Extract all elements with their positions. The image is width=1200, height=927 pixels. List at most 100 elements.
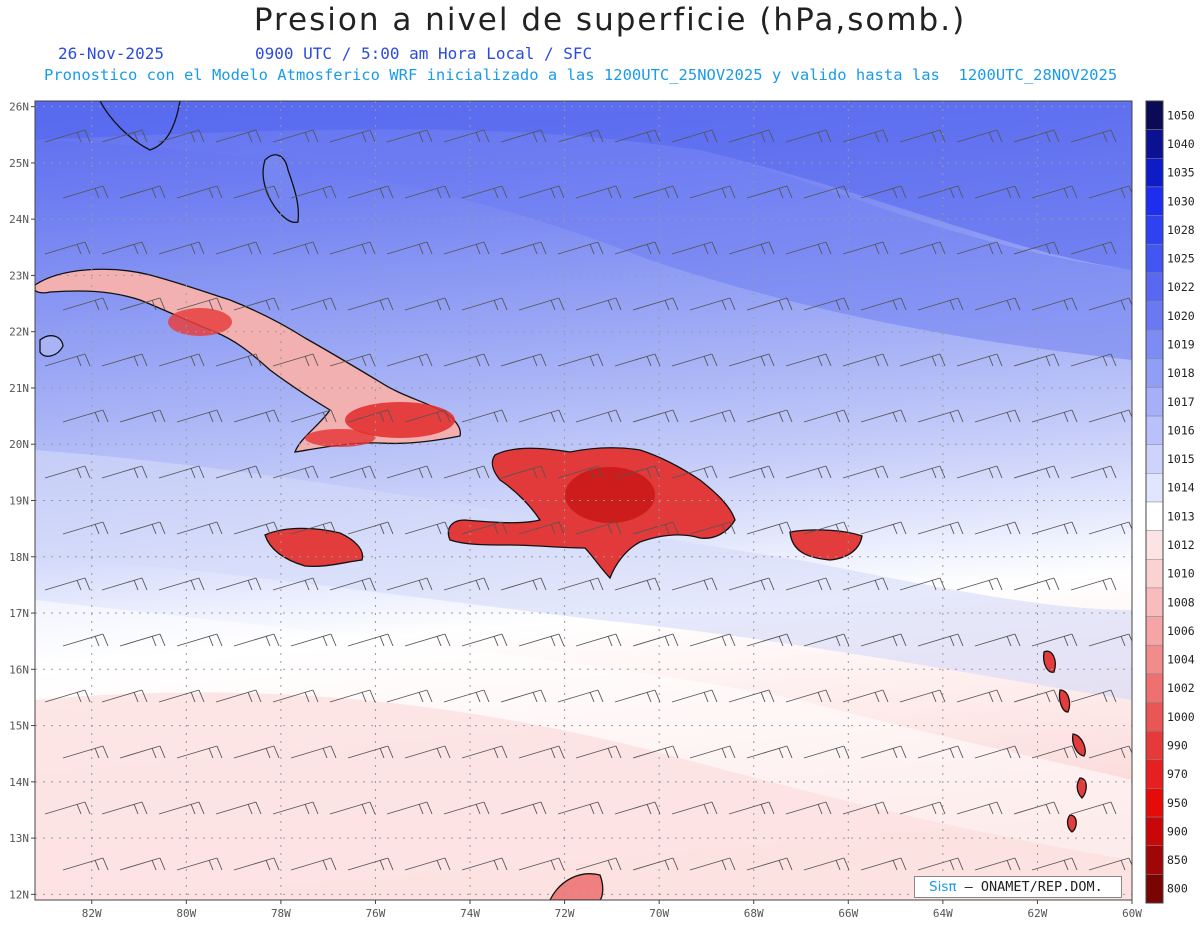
- colorbar-label-1022: 1022: [1167, 280, 1195, 294]
- colorbar-label-990: 990: [1167, 738, 1188, 752]
- wind-barb: [215, 241, 262, 255]
- wind-barb: [176, 633, 223, 647]
- wind-barb: [404, 297, 451, 311]
- wind-barb: [461, 857, 508, 871]
- wind-barb: [1013, 801, 1060, 815]
- wind-barb: [44, 241, 91, 255]
- wind-barb: [557, 689, 604, 703]
- colorbar-label-1006: 1006: [1167, 624, 1195, 638]
- wind-barb: [386, 801, 433, 815]
- wind-barb: [386, 241, 433, 255]
- wind-barb: [557, 241, 604, 255]
- colorbar-label-1002: 1002: [1167, 681, 1195, 695]
- wind-barb: [347, 521, 394, 535]
- wind-barb: [899, 353, 946, 367]
- lon-label-78W: 78W: [271, 907, 291, 920]
- wind-barb: [329, 353, 376, 367]
- wind-barb: [899, 465, 946, 479]
- wind-barb: [1070, 129, 1117, 143]
- wind-barb: [974, 297, 1021, 311]
- wind-barb: [386, 129, 433, 143]
- wind-barb: [1031, 521, 1078, 535]
- colorbar-swatch-1040: [1145, 129, 1164, 159]
- colorbar-swatch-900: [1145, 816, 1164, 846]
- wind-barb: [443, 353, 490, 367]
- wind-barb: [176, 409, 223, 423]
- wind-barb: [290, 521, 337, 535]
- wind-barb: [575, 857, 622, 871]
- colorbar-label-850: 850: [1167, 853, 1188, 867]
- wind-barb: [158, 129, 205, 143]
- wind-barb: [671, 577, 718, 591]
- wind-barb: [614, 129, 661, 143]
- wind-barb: [347, 185, 394, 199]
- lat-label-15N: 15N: [9, 720, 29, 733]
- colorbar-swatch-1028: [1145, 215, 1164, 245]
- wind-barb: [575, 745, 622, 759]
- wind-barb: [632, 857, 679, 871]
- colorbar-swatch-1010: [1145, 559, 1164, 589]
- wind-barb: [842, 129, 889, 143]
- lon-label-72W: 72W: [555, 907, 575, 920]
- wind-barb: [404, 857, 451, 871]
- wind-barb: [44, 353, 91, 367]
- wind-barb: [803, 409, 850, 423]
- colorbar-label-1040: 1040: [1167, 137, 1195, 151]
- wind-barb: [974, 185, 1021, 199]
- colorbar-label-1000: 1000: [1167, 710, 1195, 724]
- colorbar-swatch-1035: [1145, 158, 1164, 188]
- wind-barb: [1031, 185, 1078, 199]
- wind-barb: [386, 353, 433, 367]
- wind-barb: [803, 297, 850, 311]
- wind-barb: [500, 689, 547, 703]
- wind-barb: [44, 689, 91, 703]
- wind-barb: [728, 801, 775, 815]
- wind-barb: [899, 689, 946, 703]
- lon-label-68W: 68W: [744, 907, 764, 920]
- colorbar-swatch-1012: [1145, 530, 1164, 560]
- wind-barb: [101, 801, 148, 815]
- wind-barb: [956, 465, 1003, 479]
- wind-barb: [176, 297, 223, 311]
- wind-barb: [785, 241, 832, 255]
- isla-juventud: [39, 335, 64, 357]
- wind-barb: [671, 129, 718, 143]
- wind-barb: [671, 353, 718, 367]
- wind-barb: [347, 409, 394, 423]
- wind-barb: [461, 745, 508, 759]
- wind-barb: [176, 185, 223, 199]
- wind-barb: [1070, 577, 1117, 591]
- wind-barb: [443, 577, 490, 591]
- wind-barb: [1031, 857, 1078, 871]
- wind-barb: [557, 577, 604, 591]
- wind-barb: [956, 129, 1003, 143]
- colorbar-label-1018: 1018: [1167, 366, 1195, 380]
- wind-barb: [233, 633, 280, 647]
- wind-barb: [347, 297, 394, 311]
- colorbar-swatch-850: [1145, 845, 1164, 875]
- wind-barb: [899, 129, 946, 143]
- lon-label-82W: 82W: [82, 907, 102, 920]
- wind-barb: [671, 801, 718, 815]
- wind-barb: [689, 521, 736, 535]
- wind-barb: [632, 633, 679, 647]
- lat-label-12N: 12N: [9, 888, 29, 901]
- colorbar-swatch-1019: [1145, 329, 1164, 360]
- wind-barb: [233, 185, 280, 199]
- wind-barb: [443, 129, 490, 143]
- wind-barb: [671, 241, 718, 255]
- wind-barb: [290, 745, 337, 759]
- wind-barb: [860, 185, 907, 199]
- colorbar-swatch-1030: [1145, 186, 1164, 216]
- colorbar-label-970: 970: [1167, 767, 1188, 781]
- colorbar-label-1008: 1008: [1167, 595, 1195, 609]
- wind-barb: [347, 857, 394, 871]
- wind-barb: [290, 409, 337, 423]
- wind-barb: [101, 689, 148, 703]
- wind-barb: [158, 353, 205, 367]
- colorbar-label-1015: 1015: [1167, 452, 1195, 466]
- wind-barb: [101, 353, 148, 367]
- wind-barb: [575, 633, 622, 647]
- colorbar-label-1012: 1012: [1167, 538, 1195, 552]
